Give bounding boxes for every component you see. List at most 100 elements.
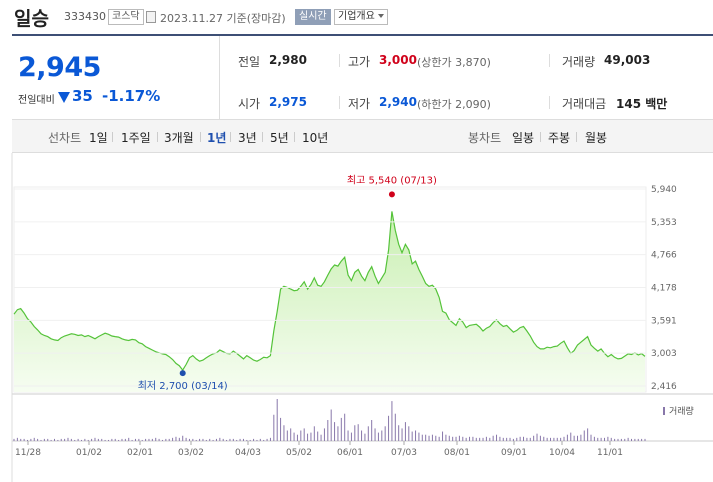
volume-bar xyxy=(215,438,217,441)
volume-bar xyxy=(455,436,457,441)
amount-label: 거래대금 xyxy=(562,97,607,111)
volume-bar xyxy=(641,438,643,441)
stock-name: 일승 xyxy=(14,8,49,30)
volume-bar xyxy=(374,428,376,441)
volume-bar xyxy=(546,437,548,441)
lower-limit: (하한가 2,090) xyxy=(417,98,491,111)
divider xyxy=(294,132,295,142)
volume-bar xyxy=(47,438,49,441)
x-tick-label: 02/01 xyxy=(127,448,153,458)
volume-bar xyxy=(43,438,45,441)
period-3m[interactable]: 3개월 xyxy=(164,131,194,145)
volume-bar xyxy=(188,438,190,441)
volume-bar xyxy=(425,434,427,441)
volume-bar xyxy=(148,438,150,441)
volume-bar xyxy=(26,439,28,441)
volume-bar xyxy=(97,438,99,441)
period-10y[interactable]: 10년 xyxy=(302,131,329,145)
volume-bar xyxy=(40,439,42,441)
quote-date: 2023.11.27 기준(장마감) xyxy=(160,12,286,25)
volume-bar xyxy=(394,413,396,441)
volume-bar xyxy=(381,430,383,441)
volume-bar xyxy=(523,436,525,441)
candle-monthly[interactable]: 월봉 xyxy=(585,131,608,145)
volume-bar xyxy=(131,439,133,441)
price-panel: 2,945 전일대비 35 -1.17% xyxy=(12,36,220,120)
volume-bar xyxy=(101,438,103,441)
period-3y[interactable]: 3년 xyxy=(238,131,257,145)
period-bar: 선차트 1일 1주일 3개월 1년 3년 5년 10년 봉차트 일봉 주봉 월봉 xyxy=(12,120,713,153)
volume-bar xyxy=(344,413,346,441)
period-1d[interactable]: 1일 xyxy=(89,131,108,145)
volume-bar xyxy=(246,439,248,441)
candle-weekly[interactable]: 주봉 xyxy=(548,131,571,145)
volume-bar xyxy=(442,431,444,441)
period-1w[interactable]: 1주일 xyxy=(121,131,151,145)
volume-bar xyxy=(431,434,433,441)
upper-limit: (상한가 3,870) xyxy=(417,56,491,69)
volume-bar xyxy=(195,439,197,441)
volume-bar xyxy=(580,434,582,441)
volume-bar xyxy=(84,438,86,441)
x-tick-label: 11/28 xyxy=(15,448,41,458)
volume-bar xyxy=(185,437,187,441)
volume-bar xyxy=(539,435,541,441)
volume-bar xyxy=(172,437,174,441)
volume-bar xyxy=(128,437,130,441)
candle-daily[interactable]: 일봉 xyxy=(512,131,535,145)
market-badge: 코스닥 xyxy=(108,9,144,25)
volume-bar xyxy=(600,437,602,441)
y-tick-label: 2,416 xyxy=(651,382,677,392)
low-annotation: 최저 2,700 (03/14) xyxy=(138,380,228,392)
divider xyxy=(549,54,550,67)
volume-bar xyxy=(533,435,535,441)
x-tick-label: 03/02 xyxy=(178,448,204,458)
period-5y[interactable]: 5년 xyxy=(270,131,289,145)
volume-bar xyxy=(519,436,521,441)
volume-bar xyxy=(587,428,589,441)
volume-bar xyxy=(273,414,275,441)
volume-bar xyxy=(33,437,35,441)
volume-bar xyxy=(583,430,585,441)
volume-bar xyxy=(371,420,373,441)
volume-bar xyxy=(91,438,93,441)
divider xyxy=(200,132,201,142)
volume-bar xyxy=(236,439,238,441)
x-tick-label: 05/02 xyxy=(286,448,312,458)
period-1y[interactable]: 1년 xyxy=(207,131,227,145)
volume-bar xyxy=(222,438,224,441)
volume-legend: 거래량 xyxy=(669,405,694,417)
volume-bar xyxy=(175,436,177,441)
price-area xyxy=(14,211,645,392)
volume-bar xyxy=(492,435,494,441)
realtime-button[interactable]: 실시간 xyxy=(295,9,331,25)
volume-bar xyxy=(340,417,342,441)
volume-bar xyxy=(398,425,400,441)
volume-bar xyxy=(334,422,336,441)
volume-bar xyxy=(577,435,579,441)
volume-bar xyxy=(219,437,221,441)
price-chart[interactable]: 5,940 5,353 4,766 4,178 3,591 3,003 2,416 11/2… xyxy=(0,153,713,482)
volume-bar xyxy=(232,438,234,441)
price-change-percent: -1.17% xyxy=(102,87,161,105)
company-info-dropdown[interactable]: 기업개요 xyxy=(334,9,388,25)
volume-bar xyxy=(323,428,325,441)
stock-code: 333430 xyxy=(64,10,106,23)
volume-bar xyxy=(411,431,413,441)
volume-bar xyxy=(259,438,261,441)
volume-bar xyxy=(313,426,315,441)
x-tick-label: 09/01 xyxy=(501,448,527,458)
volume-bar xyxy=(20,438,22,441)
volume-bars xyxy=(13,399,646,441)
volume-bar xyxy=(114,438,116,441)
volume-bar xyxy=(563,436,565,441)
volume-bar xyxy=(607,436,609,441)
y-axis: 5,940 5,353 4,766 4,178 3,591 3,003 2,416 xyxy=(14,185,677,392)
stock-header: 일승 333430 코스닥 2023.11.27 기준(장마감) 실시간 기업개… xyxy=(0,0,713,34)
divider xyxy=(576,132,577,142)
volume-bar xyxy=(354,425,356,441)
volume-bar xyxy=(320,434,322,441)
calendar-icon xyxy=(146,11,156,23)
volume-bar xyxy=(388,415,390,441)
divider xyxy=(540,132,541,142)
